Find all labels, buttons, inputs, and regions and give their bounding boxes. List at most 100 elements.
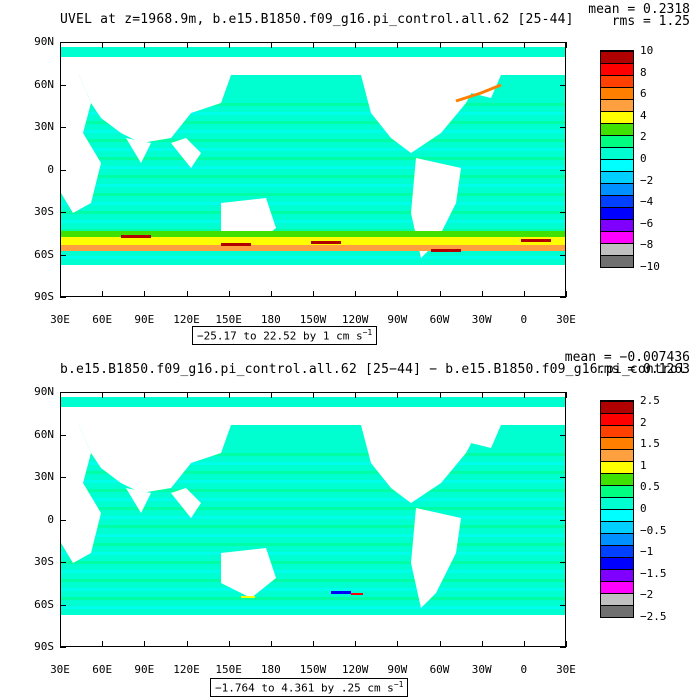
x-tick-mark [355, 291, 357, 297]
zonal-band [61, 606, 565, 609]
zonal-band [61, 220, 565, 223]
colorbar-segment [601, 461, 633, 473]
y-tick-label: 90S [34, 290, 54, 303]
land-mass [361, 425, 481, 503]
contour-range-label: −1.764 to 4.361 by .25 cm s−1 [210, 678, 409, 697]
x-tick-mark [186, 641, 188, 647]
x-tick-mark [102, 392, 104, 398]
land-mass [411, 508, 461, 608]
acc-jet [121, 235, 151, 238]
x-tick-mark [313, 392, 314, 398]
x-tick-mark [439, 291, 441, 297]
x-tick-label: 0 [520, 313, 528, 326]
y-tick-mark [560, 84, 566, 86]
land-mass [79, 425, 231, 493]
land-mass [171, 488, 201, 518]
colorbar-label: 4 [640, 108, 647, 122]
x-tick-mark [566, 291, 567, 297]
x-tick-mark [481, 291, 483, 297]
x-tick-mark [355, 641, 357, 647]
colorbar-label: 10 [640, 44, 654, 57]
x-tick-mark [270, 392, 272, 398]
x-tick-mark [313, 641, 314, 647]
colorbar-label: 2.5 [640, 394, 660, 407]
y-tick-mark [60, 647, 66, 648]
range-exponent: −1 [393, 680, 404, 689]
colorbar-label: 0.5 [640, 480, 660, 494]
x-tick-mark [270, 291, 272, 297]
acc-jet [311, 241, 341, 244]
colorbar-segment [601, 219, 633, 231]
acc-band [61, 231, 565, 237]
colorbar-segment [601, 75, 633, 87]
diff-anomaly [241, 596, 255, 598]
y-tick-label: 0 [47, 162, 54, 176]
y-tick-mark [60, 254, 66, 256]
land-mass [79, 75, 231, 143]
x-tick-label: 90E [134, 663, 155, 676]
zonal-band [61, 471, 565, 474]
colorbar-segment [601, 581, 633, 593]
y-tick-mark [560, 297, 566, 298]
x-tick-mark [313, 42, 314, 48]
colorbar-segment [601, 569, 633, 581]
x-tick-mark [313, 291, 314, 297]
zonal-band [61, 588, 565, 591]
land-mass [61, 75, 101, 213]
y-tick-mark [560, 212, 566, 213]
x-tick-mark [397, 392, 399, 398]
x-tick-label: 0 [520, 663, 528, 676]
x-tick-mark [102, 641, 104, 647]
zonal-band [61, 166, 565, 169]
colorbar-segment [601, 473, 633, 485]
zonal-band [61, 597, 565, 600]
colorbar-label: −2 [640, 588, 654, 602]
antarctica-mask [61, 265, 565, 296]
zonal-band [61, 112, 565, 115]
y-tick-mark [60, 477, 66, 478]
x-tick-mark [397, 42, 399, 48]
x-tick-mark [144, 641, 146, 647]
x-tick-mark [481, 641, 483, 647]
x-tick-mark [228, 641, 230, 647]
y-tick-mark [60, 212, 66, 213]
zonal-band [61, 489, 565, 492]
x-tick-label: 120E [173, 313, 200, 326]
x-tick-label: 90E [134, 313, 155, 326]
colorbar-segment [601, 413, 633, 425]
colorbar-segment [601, 195, 633, 207]
zonal-band [61, 570, 565, 573]
colorbar-label: 6 [640, 87, 647, 101]
zonal-band [61, 175, 565, 178]
range-exponent: −1 [362, 328, 373, 337]
colorbar-segment [601, 147, 633, 159]
colorbar-segment [601, 605, 633, 617]
x-tick-mark [397, 641, 399, 647]
colorbar-label: 8 [640, 65, 647, 79]
bottom-panel: mean = −0.007436 rms = 0.1263 b.e15.B185… [0, 350, 700, 700]
x-tick-label: 90W [387, 313, 408, 326]
x-tick-label: 60W [429, 313, 450, 326]
rms-stat: rms = 1.25 [611, 14, 690, 29]
x-tick-mark [270, 42, 272, 48]
y-tick-mark [60, 84, 66, 86]
colorbar-segment [601, 437, 633, 449]
x-tick-label: 30E [50, 313, 70, 326]
zonal-band [61, 579, 565, 582]
contour-range-label: −25.17 to 22.52 by 1 cm s−1 [192, 326, 378, 345]
colorbar-segment [601, 111, 633, 123]
x-tick-mark [228, 392, 230, 398]
colorbar-segment [601, 243, 633, 255]
zonal-band [61, 534, 565, 537]
y-tick-mark [60, 604, 66, 606]
colorbar-label: 0 [640, 152, 647, 165]
land-mass [466, 425, 501, 448]
acc-jet [221, 243, 251, 246]
x-tick-label: 150W [299, 663, 327, 676]
land-mass [466, 75, 501, 98]
y-tick-label: 90S [34, 640, 54, 653]
colorbar-segment [601, 255, 633, 267]
colorbar-segment [601, 533, 633, 545]
acc-band [61, 245, 565, 251]
colorbar-segment [601, 401, 633, 413]
